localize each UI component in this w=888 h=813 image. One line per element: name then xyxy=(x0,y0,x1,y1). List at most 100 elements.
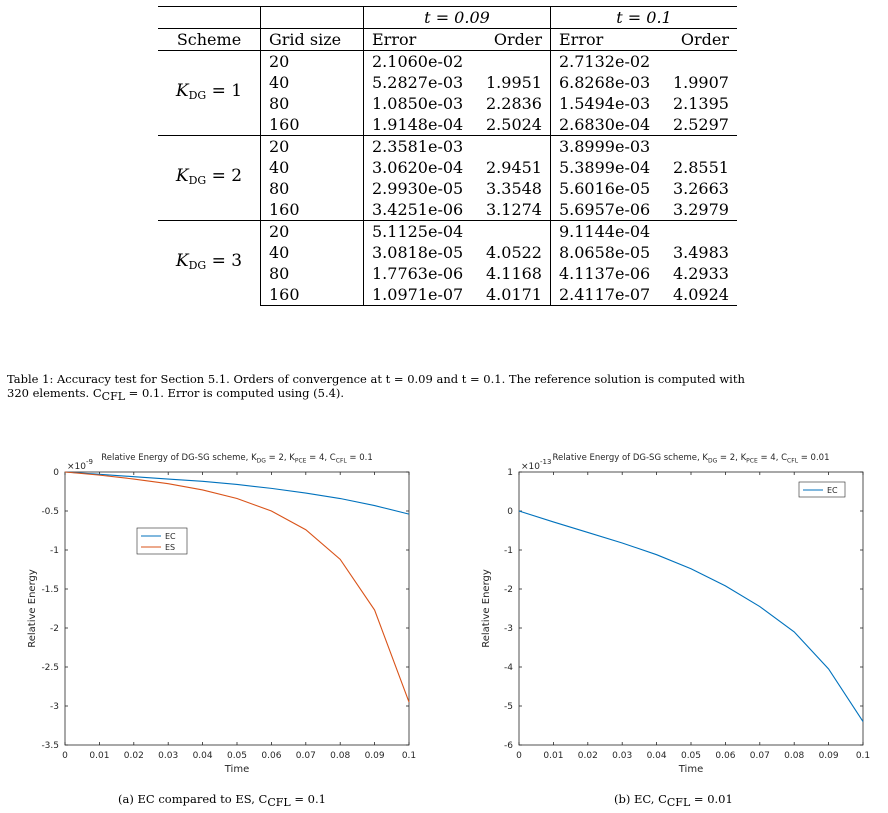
order-cell xyxy=(478,220,551,242)
order-cell: 4.0924 xyxy=(664,284,737,306)
error-cell: 2.9930e-05 xyxy=(363,178,478,199)
header-order-2: Order xyxy=(664,28,737,51)
caption-line-2-start: 320 elements. C xyxy=(7,386,102,400)
table-row: KDG = 1 20 2.1060e-02 2.7132e-02 xyxy=(158,50,737,136)
error-cell: 3.8999e-03 xyxy=(549,135,665,157)
order-cell: 3.4983 xyxy=(672,243,729,262)
plot-b-svg: 0 0.01 0.02 0.03 0.04 0.05 0.06 0.07 0.08 0.09 0.1… xyxy=(481,453,870,775)
error-cell: 2.4117e-07 xyxy=(549,284,665,306)
x-axis-label: Time xyxy=(224,764,249,775)
header-grid-size: Grid size xyxy=(260,28,364,51)
subcaption-b-text: (b) EC, C xyxy=(614,792,667,806)
order-cell: 1.9907 xyxy=(672,73,729,92)
x-tick-label: 0.01 xyxy=(89,751,109,761)
chart-title-part: DG xyxy=(708,458,718,465)
error-cell: 2.1060e-02 xyxy=(363,50,478,72)
chart-title-part: CFL xyxy=(336,458,348,465)
table-row: 40 5.2827e-03 1.9951 6.8268e-03 1.9907 xyxy=(158,72,737,93)
plot-a-svg: 0 0.01 0.02 0.03 0.04 0.05 0.06 0.07 0.08 0.09 0.1… xyxy=(27,453,416,775)
x-tick-label: 0.04 xyxy=(647,751,667,761)
chart-title-part: = 4, C xyxy=(306,453,335,463)
x-tick-label: 0 xyxy=(516,751,522,761)
chart-title-part: PCE xyxy=(746,458,758,465)
table-row: 160 3.4251e-06 3.1274 5.6957e-06 3.2979 xyxy=(158,199,737,221)
x-tick-label: 0.08 xyxy=(330,751,350,761)
grid-size-cell: 40 xyxy=(260,242,364,263)
scheme-label: KDG = 2 xyxy=(158,135,261,221)
error-cell: 3.4251e-06 xyxy=(363,199,478,221)
y-exponent-power: -9 xyxy=(86,458,93,466)
error-cell: 9.1144e-04 xyxy=(549,220,665,242)
x-tick-label: 0.02 xyxy=(578,751,598,761)
results-table: t = 0.09 t = 0.1 Scheme Grid size Error … xyxy=(158,6,737,306)
y-tick-label: -2.5 xyxy=(41,663,59,673)
table-row: 160 1.9148e-04 2.5024 2.6830e-04 2.5297 xyxy=(158,114,737,136)
y-tick-label: -2 xyxy=(50,624,59,634)
y-tick-label: -4 xyxy=(504,663,513,673)
y-tick-label: 0 xyxy=(507,507,513,517)
legend-entry: EC xyxy=(827,486,838,495)
order-cell: 4.0522 xyxy=(486,243,542,262)
y-tick-label: -6 xyxy=(504,741,513,751)
header-error-1: Error xyxy=(363,28,478,51)
chart-title: Relative Energy of DG-SG scheme, KDG = 2… xyxy=(553,453,830,465)
y-tick-label: -3 xyxy=(504,624,513,634)
x-tick-label: 0.01 xyxy=(543,751,563,761)
error-cell: 2.3581e-03 xyxy=(363,135,478,157)
x-tick-label: 0.06 xyxy=(715,751,735,761)
error-cell: 3.0620e-04 xyxy=(363,157,478,178)
scheme-sub: DG xyxy=(188,88,207,102)
y-tick-label: 0 xyxy=(53,468,59,478)
table-header-row-1: t = 0.09 t = 0.1 xyxy=(158,6,737,29)
header-empty-scheme xyxy=(158,6,261,29)
grid-size-cell: 20 xyxy=(260,135,364,157)
x-tick-label: 0.03 xyxy=(158,751,178,761)
grid-size-cell: 40 xyxy=(260,72,364,93)
table-caption: Table 1: Accuracy test for Section 5.1. … xyxy=(7,372,885,404)
header-error-2: Error xyxy=(549,28,665,51)
caption-line-2: 320 elements. CCFL = 0.1. Error is compu… xyxy=(7,386,885,404)
subcaption-a: (a) EC compared to ES, CCFL = 0.1 xyxy=(118,792,326,809)
order-cell xyxy=(664,135,737,157)
scheme-eq: = 3 xyxy=(206,250,243,271)
chart-title-part: = 2, K xyxy=(266,453,295,463)
y-tick-label: -3 xyxy=(50,702,59,712)
order-cell xyxy=(478,135,551,157)
y-tick-label: 1 xyxy=(507,468,513,478)
header-scheme: Scheme xyxy=(158,28,261,51)
order-cell: 2.5297 xyxy=(672,115,729,134)
y-exponent-power: -13 xyxy=(540,458,551,466)
order-cell xyxy=(664,50,737,72)
grid-size-cell: 80 xyxy=(260,263,364,284)
chart-title-part: = 0.1 xyxy=(347,453,373,463)
caption-line-1: Table 1: Accuracy test for Section 5.1. … xyxy=(7,372,745,386)
y-tick-label: -3.5 xyxy=(41,741,59,751)
table-row: 160 1.0971e-07 4.0171 2.4117e-07 4.0924 xyxy=(158,284,737,306)
scheme-eq: = 2 xyxy=(206,165,243,186)
x-tick-label: 0.09 xyxy=(365,751,385,761)
legend-entry: EC xyxy=(165,532,176,541)
order-cell: 1.9951 xyxy=(486,73,542,92)
grid-size-cell: 160 xyxy=(260,114,364,136)
plot-a: 0 0.01 0.02 0.03 0.04 0.05 0.06 0.07 0.08 0.09 0.1… xyxy=(0,448,430,778)
error-cell: 6.8268e-03 xyxy=(549,72,665,93)
scheme-label: KDG = 3 xyxy=(158,220,261,306)
chart-title-part: = 4, C xyxy=(758,453,787,463)
y-tick-label: -1.5 xyxy=(41,585,59,595)
error-cell: 1.0971e-07 xyxy=(363,284,478,306)
chart-title-part: = 2, K xyxy=(717,453,746,463)
header-time-1: t = 0.09 xyxy=(363,6,551,29)
error-cell: 1.5494e-03 xyxy=(549,93,665,114)
x-tick-label: 0.05 xyxy=(681,751,701,761)
grid-size-cell: 20 xyxy=(260,220,364,242)
series-line-ec xyxy=(64,471,410,515)
subcaption-a-sub: CFL xyxy=(267,796,291,809)
scheme-sub: DG xyxy=(188,258,207,272)
chart-title-part: DG xyxy=(257,458,267,465)
header-empty-grid xyxy=(260,6,364,29)
table-row: 40 3.0818e-05 4.0522 8.0658e-05 3.4983 xyxy=(158,242,737,263)
order-cell: 3.1274 xyxy=(486,200,542,219)
y-axis-label: Relative Energy xyxy=(481,569,492,648)
caption-cfl-sub: CFL xyxy=(101,390,126,403)
plot-b: 0 0.01 0.02 0.03 0.04 0.05 0.06 0.07 0.08 0.09 0.1… xyxy=(458,448,888,778)
